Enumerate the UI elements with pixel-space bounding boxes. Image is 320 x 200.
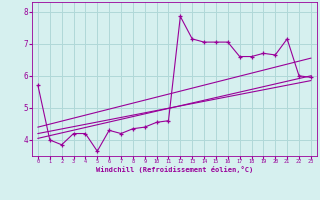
X-axis label: Windchill (Refroidissement éolien,°C): Windchill (Refroidissement éolien,°C) (96, 166, 253, 173)
